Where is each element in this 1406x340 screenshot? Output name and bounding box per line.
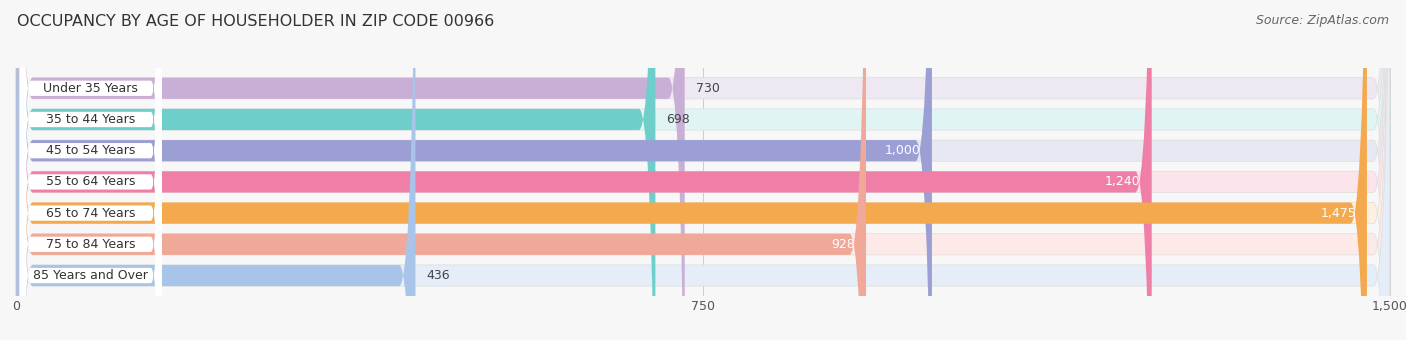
Text: 928: 928	[831, 238, 855, 251]
Text: 698: 698	[666, 113, 690, 126]
FancyBboxPatch shape	[17, 0, 932, 340]
FancyBboxPatch shape	[17, 0, 1389, 340]
Text: 1,240: 1,240	[1105, 175, 1140, 188]
FancyBboxPatch shape	[17, 0, 1389, 340]
Text: 85 Years and Over: 85 Years and Over	[34, 269, 148, 282]
FancyBboxPatch shape	[17, 0, 1389, 340]
Text: 75 to 84 Years: 75 to 84 Years	[46, 238, 135, 251]
FancyBboxPatch shape	[20, 0, 162, 340]
Text: 55 to 64 Years: 55 to 64 Years	[46, 175, 135, 188]
Text: 730: 730	[696, 82, 720, 95]
Text: 436: 436	[426, 269, 450, 282]
FancyBboxPatch shape	[20, 0, 162, 340]
Text: 35 to 44 Years: 35 to 44 Years	[46, 113, 135, 126]
Text: Under 35 Years: Under 35 Years	[44, 82, 138, 95]
FancyBboxPatch shape	[17, 0, 1389, 340]
Text: Source: ZipAtlas.com: Source: ZipAtlas.com	[1256, 14, 1389, 27]
FancyBboxPatch shape	[17, 0, 866, 340]
FancyBboxPatch shape	[17, 0, 685, 340]
FancyBboxPatch shape	[20, 0, 162, 340]
Text: OCCUPANCY BY AGE OF HOUSEHOLDER IN ZIP CODE 00966: OCCUPANCY BY AGE OF HOUSEHOLDER IN ZIP C…	[17, 14, 494, 29]
FancyBboxPatch shape	[17, 0, 1389, 340]
FancyBboxPatch shape	[20, 0, 162, 340]
FancyBboxPatch shape	[17, 0, 1389, 340]
Text: 1,000: 1,000	[884, 144, 921, 157]
FancyBboxPatch shape	[17, 0, 415, 340]
FancyBboxPatch shape	[17, 0, 655, 340]
Text: 1,475: 1,475	[1320, 207, 1355, 220]
Text: 45 to 54 Years: 45 to 54 Years	[46, 144, 135, 157]
FancyBboxPatch shape	[20, 0, 162, 340]
FancyBboxPatch shape	[17, 0, 1389, 340]
FancyBboxPatch shape	[17, 0, 1367, 340]
FancyBboxPatch shape	[20, 0, 162, 340]
Text: 65 to 74 Years: 65 to 74 Years	[46, 207, 135, 220]
FancyBboxPatch shape	[20, 0, 162, 340]
FancyBboxPatch shape	[17, 0, 1152, 340]
